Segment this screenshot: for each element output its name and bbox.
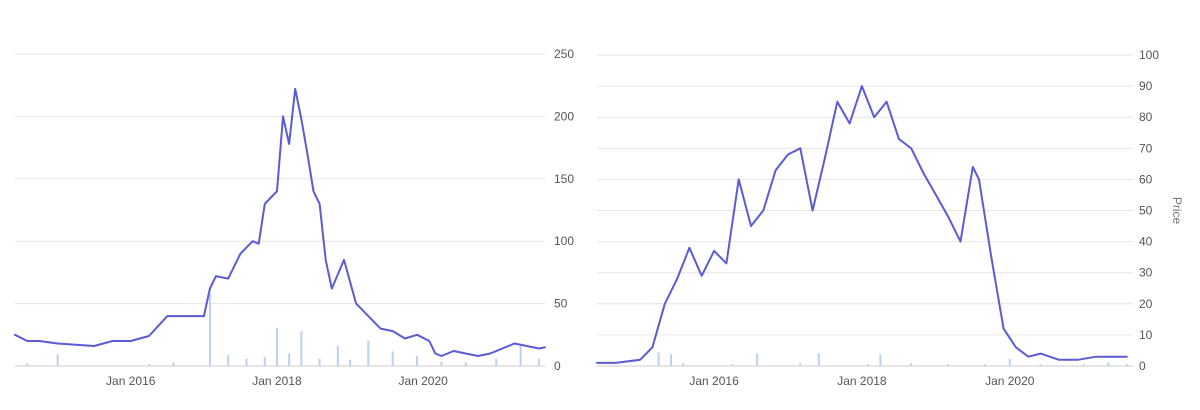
y-tick-label: 50 [554, 297, 568, 311]
y-tick-label: 50 [1139, 204, 1153, 218]
y-tick-label: 20 [1139, 297, 1153, 311]
volume-bar [245, 358, 248, 366]
volume-bar [947, 364, 950, 366]
volume-bar [391, 351, 394, 366]
volume-bar [367, 340, 370, 366]
volume-bar [227, 355, 230, 366]
volume-bar [867, 364, 870, 366]
y-tick-label: 90 [1139, 79, 1153, 93]
volume-bar [657, 352, 660, 366]
y-tick-label: 30 [1139, 266, 1153, 280]
y-tick-label: 60 [1139, 172, 1153, 186]
volume-bar [1039, 364, 1042, 366]
price-series-line [14, 87, 546, 357]
x-tick-label: Jan 2020 [985, 374, 1035, 388]
volume-bar [275, 327, 278, 366]
volume-bar [464, 362, 467, 366]
x-tick-label: Jan 2018 [837, 374, 887, 388]
y-tick-label: 150 [554, 172, 574, 186]
volume-bar [537, 358, 540, 366]
volume-bar [263, 356, 266, 366]
volume-bar [756, 353, 759, 366]
volume-bar [682, 363, 685, 366]
volume-bar [148, 364, 151, 366]
volume-bar [984, 364, 987, 366]
y-tick-label: 70 [1139, 141, 1153, 155]
volume-bar [519, 345, 522, 366]
y-tick-label: 100 [1139, 48, 1159, 62]
y-axis-title: Price [582, 196, 585, 224]
volume-bar [172, 362, 175, 366]
x-tick-label: Jan 2016 [689, 374, 739, 388]
volume-bar [1008, 358, 1011, 366]
volume-bar [318, 358, 321, 366]
y-tick-label: 0 [554, 359, 561, 373]
y-tick-label: 80 [1139, 110, 1153, 124]
volume-bar [910, 363, 913, 366]
volume-bar [1107, 362, 1110, 366]
volume-bar [614, 365, 617, 366]
x-tick-label: Jan 2016 [106, 374, 156, 388]
volume-bar [1125, 364, 1128, 366]
volume-bar [799, 363, 802, 366]
price-chart-right: 0 10 20 30 40 50 60 70 80 90 100 Jan 2016 Jan 2018 Ja… [596, 48, 1184, 388]
volume-bar [336, 345, 339, 366]
volume-bar [731, 364, 734, 366]
volume-bar [1082, 364, 1085, 366]
price-chart-left: 0 50 100 150 200 250 Jan 2016 Jan 2018 Jan 2020 P… [14, 47, 585, 388]
volume-bar [349, 359, 352, 366]
volume-bar [669, 354, 672, 366]
y-tick-label: 10 [1139, 328, 1153, 342]
volume-bar [288, 353, 291, 366]
y-axis-title: Price [1170, 197, 1184, 225]
volume-bar [300, 331, 303, 366]
price-series-line [596, 85, 1128, 364]
volume-bar [56, 354, 59, 366]
volume-bar [26, 363, 29, 366]
y-tick-label: 250 [554, 47, 574, 61]
volume-bar [817, 353, 820, 366]
volume-bar [440, 361, 443, 366]
y-tick-label: 100 [554, 234, 574, 248]
y-tick-label: 200 [554, 109, 574, 123]
volume-bar [495, 358, 498, 366]
volume-bar [208, 293, 211, 366]
x-tick-label: Jan 2020 [398, 374, 448, 388]
volume-bar [416, 355, 419, 366]
y-tick-label: 0 [1139, 359, 1146, 373]
volume-bar [879, 354, 882, 366]
y-tick-label: 40 [1139, 235, 1153, 249]
x-tick-label: Jan 2018 [252, 374, 302, 388]
